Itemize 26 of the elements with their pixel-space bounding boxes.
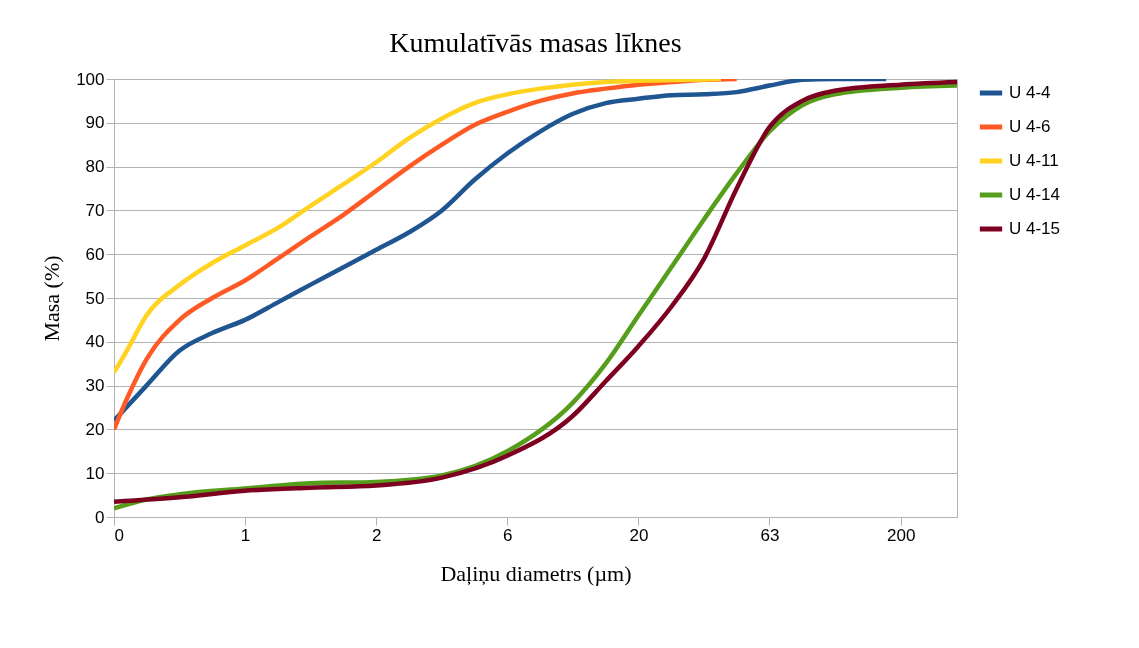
y-tick-label: 20 bbox=[85, 419, 105, 439]
y-tick-label: 50 bbox=[85, 288, 105, 308]
y-tick-label: 60 bbox=[85, 244, 105, 264]
y-tick-label: 80 bbox=[85, 157, 105, 177]
y-tick-label: 100 bbox=[76, 69, 105, 89]
legend-label: U 4-6 bbox=[1009, 117, 1051, 136]
legend-label: U 4-15 bbox=[1009, 219, 1061, 238]
legend-label: U 4-14 bbox=[1009, 185, 1061, 204]
x-tick-label: 2 bbox=[371, 525, 382, 545]
x-tick-label: 200 bbox=[886, 525, 916, 545]
y-tick-label: 30 bbox=[85, 376, 105, 396]
y-axis-title: Masa (%) bbox=[39, 255, 65, 342]
y-tick-label: 0 bbox=[95, 507, 105, 527]
y-tick-label: 70 bbox=[85, 200, 105, 220]
x-tick-label: 1 bbox=[240, 525, 251, 545]
y-tick-label: 10 bbox=[85, 463, 105, 483]
x-tick-label: 63 bbox=[760, 525, 780, 545]
x-axis-title: Daļiņu diametrs (µm) bbox=[440, 560, 632, 586]
x-tick-label: 6 bbox=[503, 525, 513, 545]
legend-label: U 4-11 bbox=[1009, 151, 1059, 170]
chart-title: Kumulatīvās masas līknes bbox=[389, 27, 682, 58]
y-tick-label: 40 bbox=[85, 332, 105, 352]
x-tick-label: 0 bbox=[114, 525, 124, 545]
y-tick-label: 90 bbox=[85, 113, 105, 133]
legend-label: U 4-4 bbox=[1009, 83, 1051, 102]
x-tick-label: 20 bbox=[629, 525, 649, 545]
